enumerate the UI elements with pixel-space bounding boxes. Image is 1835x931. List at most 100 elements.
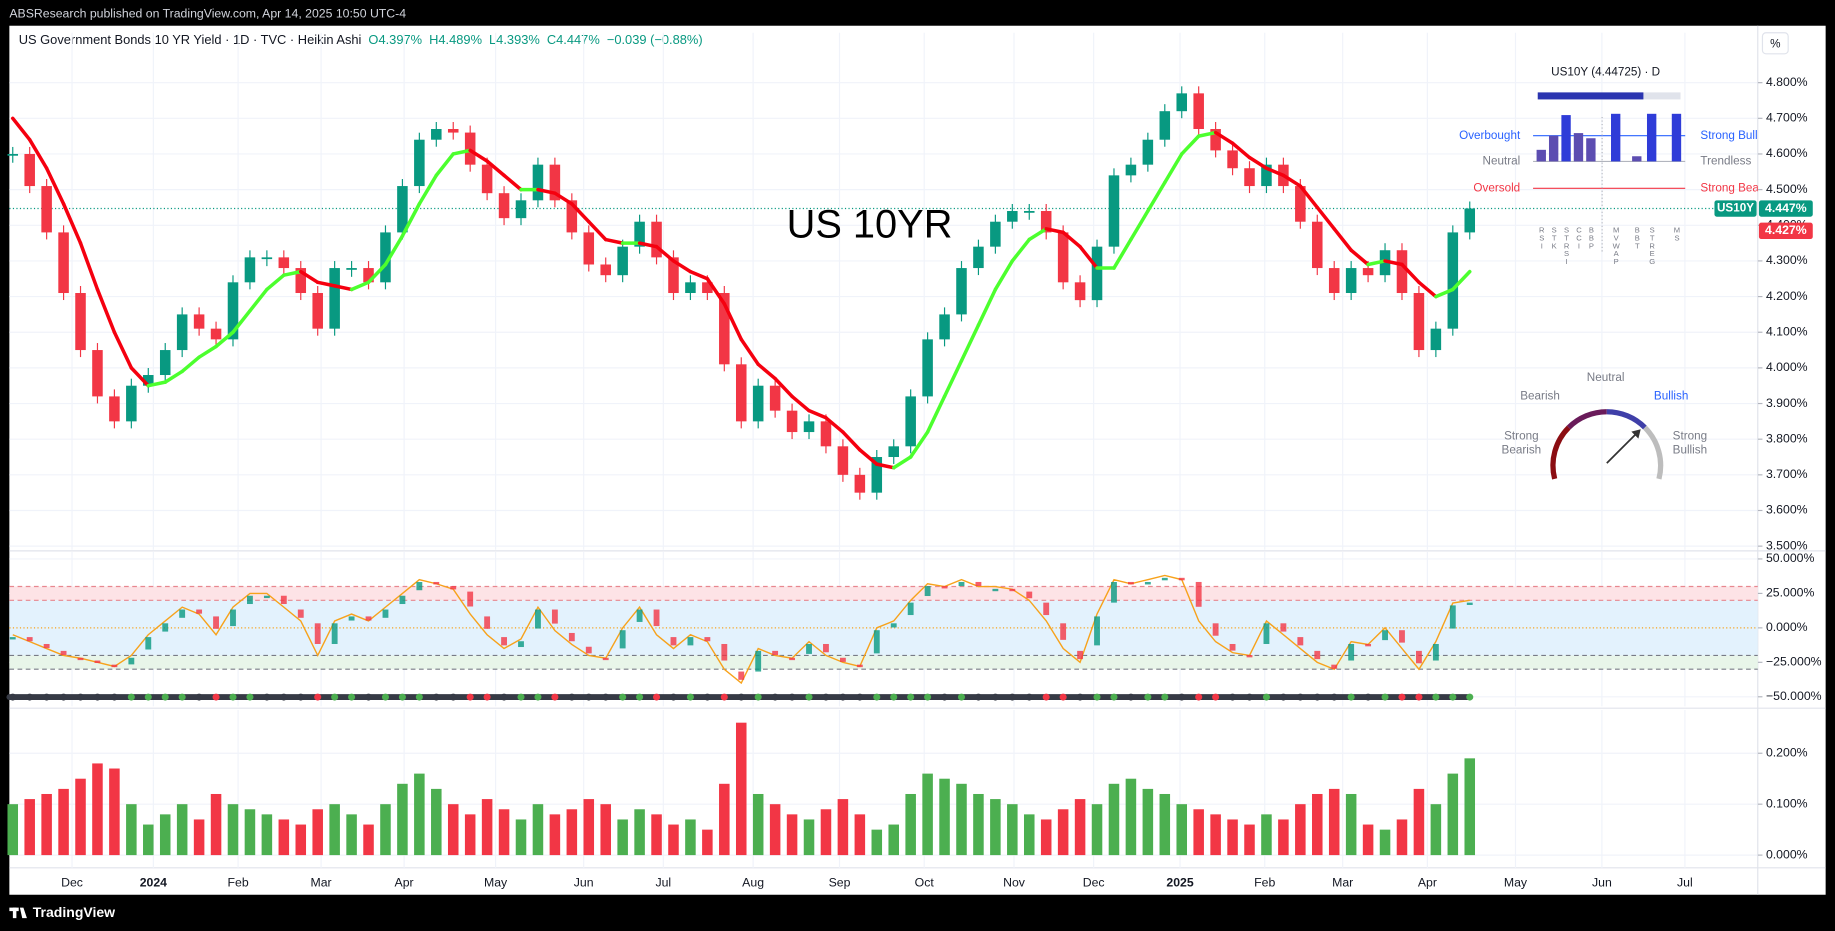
y-tick-label: 3.600% <box>1766 503 1808 517</box>
indicator-label: STRSI <box>1562 226 1571 265</box>
signal-dot <box>432 693 440 701</box>
indicator-bar <box>1548 135 1559 162</box>
oscillator-candle <box>1060 623 1067 640</box>
oscillator-candle <box>1094 616 1100 646</box>
candle <box>1312 221 1323 269</box>
oscillator-candle <box>1009 588 1016 592</box>
volume-bar <box>769 804 781 856</box>
oscillator-candle <box>1161 577 1168 581</box>
unit-label[interactable]: % <box>1770 38 1780 51</box>
signal-dot <box>93 693 101 701</box>
x-tick-label: Jun <box>574 875 594 889</box>
ma-segment <box>1061 230 1082 249</box>
volume-bar <box>24 799 35 856</box>
oscillator-candle <box>179 609 186 618</box>
price-tag-label: 4.427% <box>1765 223 1807 237</box>
signal-dot <box>703 693 711 701</box>
x-tick-label: May <box>484 875 508 889</box>
gauge-bearish: Bearish <box>1520 390 1560 403</box>
oscillator-candle <box>551 609 558 624</box>
oscillator-candle <box>856 664 863 668</box>
volume-bar <box>719 783 730 856</box>
oscillator-candle <box>1077 650 1084 660</box>
signal-dot <box>1110 693 1118 701</box>
y-tick-label: −25.000% <box>1766 655 1822 669</box>
candle <box>312 293 323 329</box>
legend-open: O4.397% <box>368 32 422 47</box>
oscillator-candle <box>1348 643 1355 661</box>
candle <box>702 282 713 294</box>
ma-segment <box>1451 269 1472 292</box>
signal-dot <box>805 693 813 701</box>
oscillator-candle <box>111 664 118 668</box>
x-tick-label: Feb <box>228 875 249 889</box>
signal-dot <box>398 693 406 701</box>
ma-segment <box>248 287 269 313</box>
gauge-needle <box>1606 432 1638 464</box>
volume-bar <box>1312 793 1323 856</box>
volume-bar <box>1295 804 1306 856</box>
x-tick-label: Aug <box>742 875 764 889</box>
signal-dot <box>178 693 186 701</box>
ma-segment <box>485 159 506 178</box>
ma-segment <box>756 362 777 381</box>
candle <box>329 268 340 329</box>
ma-segment <box>451 148 472 156</box>
signal-dot <box>873 693 881 701</box>
volume-bar <box>58 788 69 856</box>
y-tick-label: 4.800% <box>1766 75 1808 89</box>
volume-bar <box>92 763 103 856</box>
candle <box>1023 211 1035 213</box>
candle <box>464 132 476 165</box>
ma-segment <box>1010 237 1032 263</box>
signal-dot <box>1432 693 1440 701</box>
candle <box>905 396 916 447</box>
y-tick-label: 4.200% <box>1766 289 1808 303</box>
ma-segment <box>1129 209 1150 242</box>
oscillator-candle <box>653 609 660 627</box>
ma-segment <box>112 330 134 370</box>
oscillator-candle <box>721 643 728 661</box>
unit-button[interactable] <box>1761 32 1789 55</box>
volume-bar <box>1345 793 1357 856</box>
signal-dot <box>602 693 610 701</box>
ma-segment <box>553 191 574 206</box>
panel-right-label: Strong Bull <box>1700 129 1757 142</box>
volume-bar <box>193 819 205 856</box>
signal-dot <box>60 693 68 701</box>
ma-segment <box>332 284 354 292</box>
candle <box>1091 246 1103 301</box>
band <box>9 586 1758 601</box>
ma-segment <box>807 408 828 420</box>
volume-bar <box>210 793 222 856</box>
x-tick-label: Feb <box>1254 875 1275 889</box>
oscillator-candle <box>789 657 796 661</box>
panel-right-label: Strong Bea <box>1700 181 1759 194</box>
ma-segment <box>1027 227 1048 242</box>
y-tick-label: 0.000% <box>1766 620 1808 634</box>
volume-bar <box>871 829 883 856</box>
oscillator-candle <box>450 586 457 590</box>
ma-segment <box>790 394 811 413</box>
signal-dot <box>1262 693 1270 701</box>
volume-bar <box>1108 783 1120 856</box>
candle <box>75 293 86 351</box>
oscillator-candle <box>94 660 101 664</box>
volume-bar <box>583 799 595 856</box>
signal-dot <box>534 693 542 701</box>
signal-dot <box>517 693 525 701</box>
candle <box>1413 293 1425 351</box>
oscillator-candle <box>636 609 643 622</box>
candle <box>735 364 747 422</box>
oscillator-candle <box>585 646 592 654</box>
oscillator-candle <box>247 595 253 605</box>
oscillator-candle <box>1297 637 1304 646</box>
ma-segment <box>688 269 710 281</box>
indicator-bar <box>1671 113 1682 162</box>
signal-dot <box>1161 693 1169 701</box>
ma-segment <box>1179 134 1201 156</box>
volume-bar <box>617 819 628 856</box>
signal-dot <box>314 693 322 701</box>
signal-dot <box>686 693 694 701</box>
signal-dot <box>297 693 305 701</box>
